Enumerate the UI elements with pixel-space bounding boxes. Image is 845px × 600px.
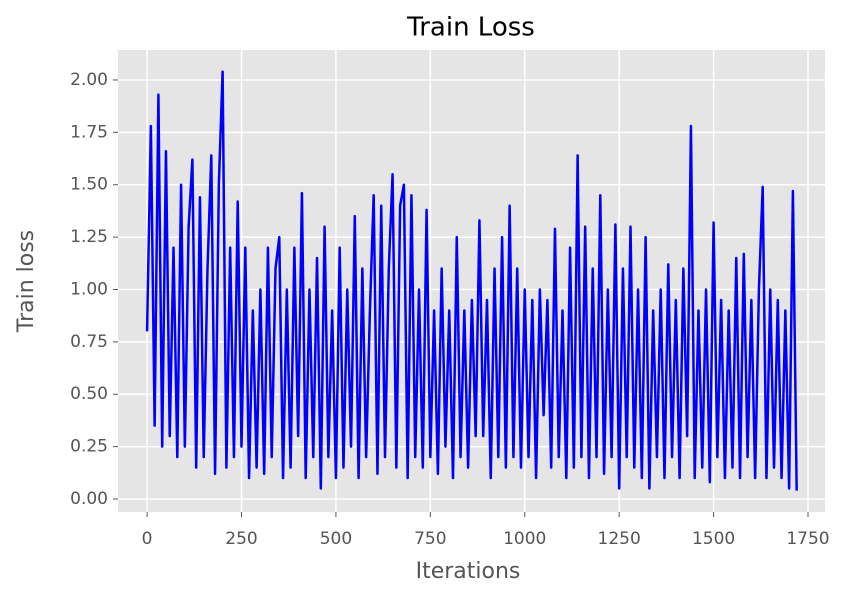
x-tick-label: 750: [414, 529, 446, 549]
x-tick-label: 0: [142, 529, 153, 549]
y-tick-label: 0.00: [70, 489, 108, 509]
x-tick-label: 1500: [692, 529, 735, 549]
y-tick-label: 0.50: [70, 384, 108, 404]
x-tick-label: 500: [320, 529, 352, 549]
y-tick-label: 0.25: [70, 437, 108, 457]
y-tick-label: 1.00: [70, 279, 108, 299]
y-tick-label: 1.75: [70, 122, 108, 142]
x-tick-label: 1250: [598, 529, 641, 549]
y-tick-label: 2.00: [70, 70, 108, 90]
x-tick-label: 250: [225, 529, 257, 549]
x-tick-label: 1750: [786, 529, 829, 549]
y-axis-label: Train loss: [14, 230, 39, 333]
x-tick-label: 1000: [503, 529, 546, 549]
chart-title: Train Loss: [406, 13, 535, 43]
loss-line: [145, 70, 798, 491]
y-tick-label: 0.75: [70, 332, 108, 352]
y-tick-label: 1.50: [70, 175, 108, 195]
x-axis-label: Iterations: [416, 559, 521, 584]
y-tick-label: 1.25: [70, 227, 108, 247]
